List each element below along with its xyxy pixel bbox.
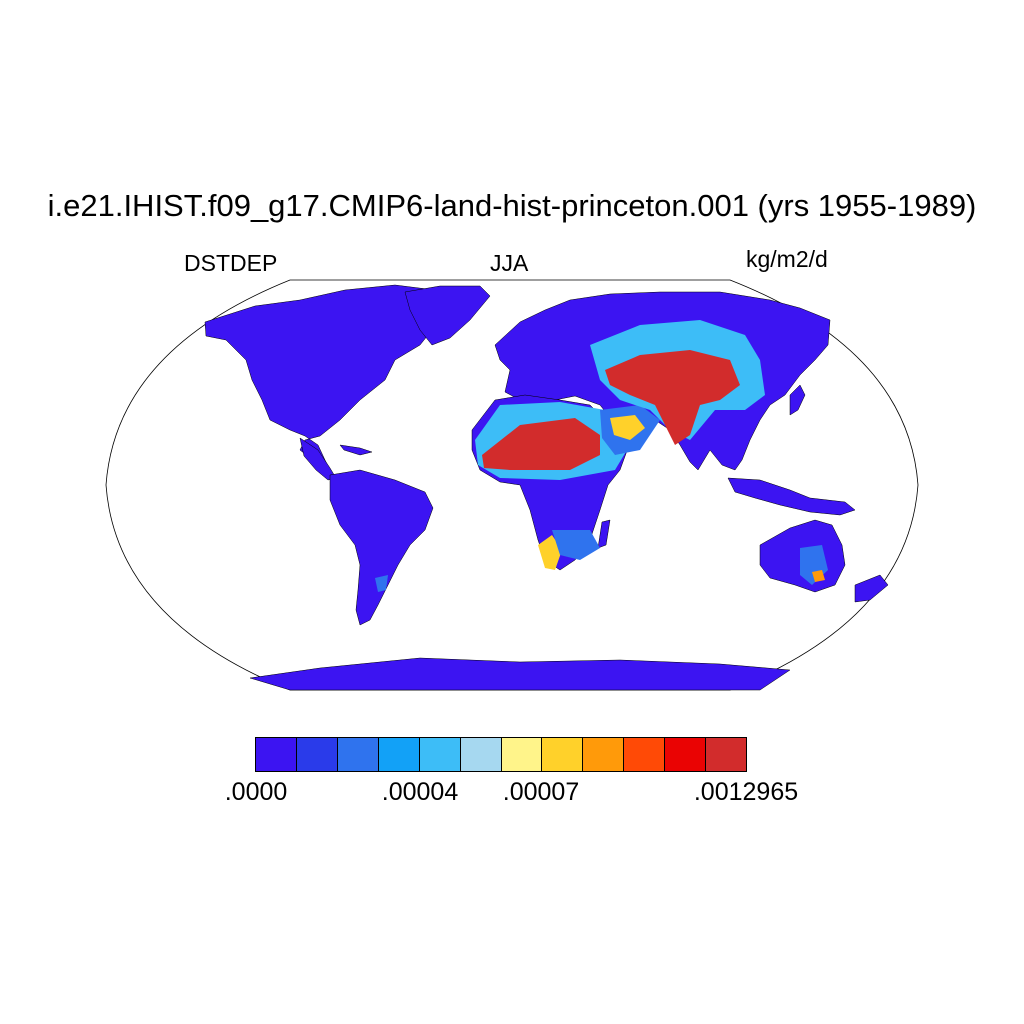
new-zealand bbox=[854, 574, 889, 603]
variable-label: DSTDEP bbox=[184, 250, 278, 276]
kalahari-dust bbox=[552, 530, 600, 560]
japan bbox=[789, 384, 806, 416]
colorbar-swatch-11 bbox=[665, 738, 707, 771]
units-label: kg/m2/d bbox=[746, 246, 828, 272]
season-label: JJA bbox=[490, 250, 529, 276]
madagascar bbox=[597, 519, 611, 549]
colorbar-swatch-7 bbox=[501, 738, 543, 771]
maritime-southeast-asia bbox=[727, 477, 856, 516]
colorbar-swatch-8 bbox=[542, 738, 584, 771]
colorbar-swatch-5 bbox=[419, 738, 461, 771]
colorbar-swatch-4 bbox=[378, 738, 420, 771]
asia-core bbox=[605, 350, 740, 445]
antarctica bbox=[249, 657, 791, 691]
colorbar bbox=[255, 737, 747, 772]
caribbean-islands bbox=[339, 444, 373, 456]
colorbar-swatch-3 bbox=[337, 738, 379, 771]
colorbar-swatch-12 bbox=[706, 738, 747, 771]
australia-core bbox=[812, 570, 825, 582]
colorbar-swatch-10 bbox=[624, 738, 666, 771]
colorbar-tick-label: .0000 bbox=[224, 778, 288, 806]
arabia-core bbox=[610, 415, 645, 440]
colorbar-tick-label: .00004 bbox=[381, 778, 459, 806]
colorbar-swatch-6 bbox=[460, 738, 502, 771]
sahara-core bbox=[482, 418, 600, 470]
colorbar-swatch-9 bbox=[583, 738, 625, 771]
dust-overlays bbox=[375, 320, 828, 592]
colorbar-swatch-1 bbox=[256, 738, 297, 771]
patagonia-dust bbox=[375, 575, 388, 592]
colorbar-tick-label: .0012965 bbox=[693, 778, 799, 806]
greenland bbox=[404, 285, 491, 346]
colorbar-tick-label: .00007 bbox=[502, 778, 580, 806]
colorbar-swatch-2 bbox=[296, 738, 338, 771]
south-america bbox=[329, 469, 434, 626]
plot-title: i.e21.IHIST.f09_g17.CMIP6-land-hist-prin… bbox=[47, 188, 977, 223]
namib-dust bbox=[538, 535, 562, 570]
